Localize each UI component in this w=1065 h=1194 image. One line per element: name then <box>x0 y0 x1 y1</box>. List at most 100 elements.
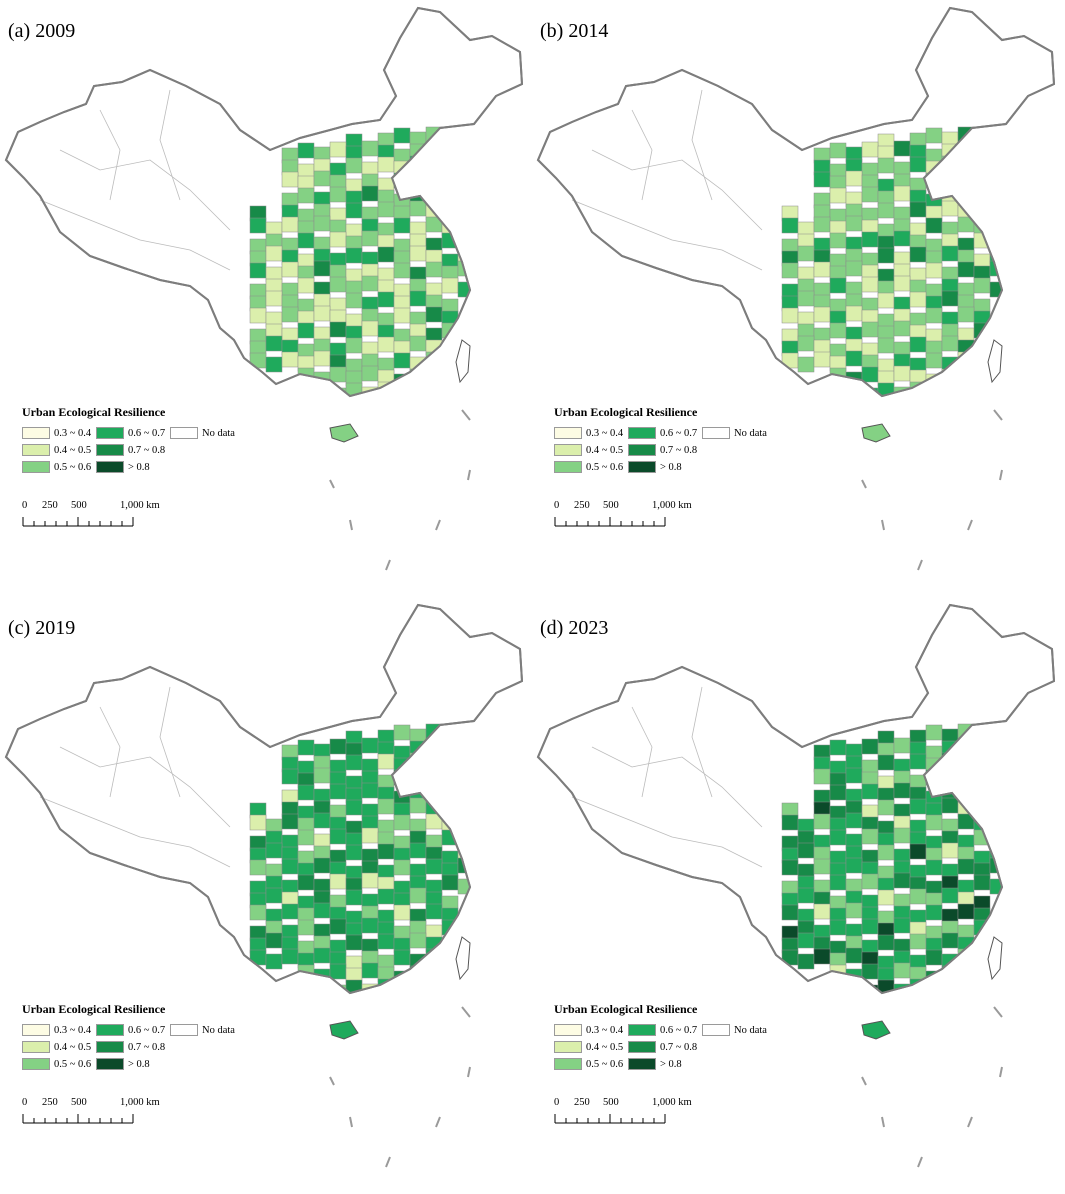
city-region <box>393 982 411 993</box>
city-region <box>829 874 847 891</box>
city-region <box>829 322 847 339</box>
city-region <box>861 918 879 935</box>
city-region <box>893 782 911 799</box>
city-region <box>297 985 315 993</box>
city-region <box>925 262 943 279</box>
city-region <box>973 208 991 225</box>
city-region <box>297 829 315 846</box>
city-region <box>829 919 847 936</box>
city-region <box>989 236 1007 253</box>
legend-item: 0.3 ~ 0.4 <box>554 426 626 440</box>
legend-swatch <box>22 461 50 473</box>
city-region <box>473 771 491 788</box>
city-region <box>345 844 363 861</box>
scale-bar: 0 250 500 1,000 km <box>554 1097 704 1137</box>
legend-swatch <box>22 427 50 439</box>
city-region <box>425 756 443 773</box>
province-boundary <box>39 89 231 271</box>
city-region <box>457 191 475 208</box>
nine-dash-line <box>329 409 471 571</box>
city-region <box>845 170 863 187</box>
scale-tick-label: 1,000 km <box>120 500 160 511</box>
city-region <box>281 948 299 965</box>
city-region <box>281 351 299 368</box>
city-region <box>829 232 847 249</box>
legend-grid: 0.3 ~ 0.4 0.6 ~ 0.7 No data 0.4 ~ 0.5 0.7 ~ … <box>22 426 302 474</box>
legend-label: 0.4 ~ 0.5 <box>586 444 624 456</box>
legend-grid: 0.3 ~ 0.4 0.6 ~ 0.7 No data 0.4 ~ 0.5 0.7 ~ … <box>554 1023 834 1071</box>
city-region <box>877 292 895 309</box>
city-region <box>313 902 331 919</box>
city-region <box>861 828 879 845</box>
city-region <box>377 246 395 263</box>
city-region <box>473 162 491 179</box>
city-region <box>281 171 299 188</box>
city-region <box>393 904 411 921</box>
legend-label: 0.5 ~ 0.6 <box>586 1058 624 1070</box>
city-region <box>265 887 283 904</box>
city-region <box>829 187 847 204</box>
city-region <box>441 208 459 225</box>
city-region <box>989 878 1007 895</box>
city-region <box>1005 738 1023 755</box>
map-panel-b: (b) 2014 Urban Ecological Resilience 0.3… <box>532 0 1064 597</box>
legend-spacer <box>702 443 782 457</box>
city-region <box>393 859 411 876</box>
scale-bar: 0 250 500 1,000 km <box>22 1097 172 1137</box>
city-region <box>457 788 475 805</box>
city-region <box>957 744 975 761</box>
city-region <box>313 383 331 396</box>
scale-tick-label: 250 <box>574 500 590 511</box>
legend: Urban Ecological Resilience 0.3 ~ 0.4 0.6… <box>554 1002 834 1072</box>
city-region <box>973 874 991 891</box>
city-region <box>329 276 347 293</box>
legend-label: 0.7 ~ 0.8 <box>660 1041 698 1053</box>
city-region <box>989 833 1007 850</box>
city-region <box>781 859 799 876</box>
city-region <box>361 962 379 979</box>
city-region <box>989 191 1007 208</box>
legend-swatch <box>702 1024 730 1036</box>
city-region <box>457 800 475 817</box>
legend-label: 0.7 ~ 0.8 <box>128 444 166 456</box>
city-region <box>797 245 815 262</box>
city-regions <box>249 125 491 396</box>
city-region <box>925 982 943 993</box>
city-region <box>377 336 395 353</box>
legend-item: 0.4 ~ 0.5 <box>22 1040 94 1054</box>
city-region <box>329 828 347 845</box>
city-region <box>425 744 443 761</box>
city-region <box>425 306 443 323</box>
city-region <box>813 261 831 278</box>
city-region <box>797 932 815 949</box>
city-region <box>249 307 267 324</box>
city-region <box>441 874 459 891</box>
city-region <box>313 947 331 964</box>
city-region <box>957 948 975 965</box>
city-region <box>813 306 831 323</box>
city-region <box>797 335 815 352</box>
legend-swatch <box>96 1041 124 1053</box>
city-region <box>297 784 315 801</box>
city-region <box>409 380 427 396</box>
taiwan-island <box>987 339 1003 384</box>
legend-spacer <box>170 1057 250 1071</box>
city-region <box>941 977 959 993</box>
city-region <box>781 904 799 921</box>
legend-item: 0.5 ~ 0.6 <box>554 1057 626 1071</box>
city-region <box>249 904 267 921</box>
legend-spacer <box>170 443 250 457</box>
city-region <box>845 767 863 784</box>
city-region <box>345 889 363 906</box>
city-region <box>441 343 459 360</box>
city-region <box>393 262 411 279</box>
city-region <box>473 783 491 800</box>
legend-label: 0.5 ~ 0.6 <box>54 461 92 473</box>
city-region <box>441 187 459 204</box>
city-region <box>813 216 831 233</box>
city-region <box>281 306 299 323</box>
legend-item: 0.7 ~ 0.8 <box>628 443 700 457</box>
city-region <box>361 737 379 754</box>
legend-title: Urban Ecological Resilience <box>22 405 166 419</box>
city-region <box>345 157 363 174</box>
